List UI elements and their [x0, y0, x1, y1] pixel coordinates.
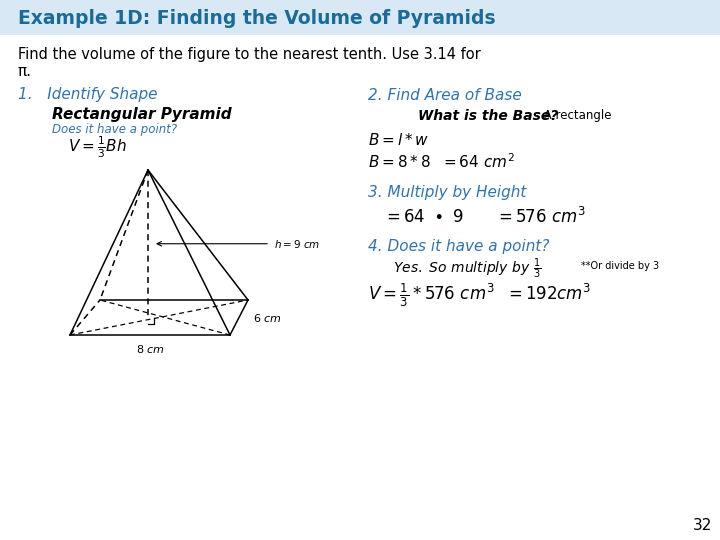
Text: Rectangular Pyramid: Rectangular Pyramid: [52, 107, 232, 123]
Text: $6\ cm$: $6\ cm$: [253, 312, 282, 323]
Text: 4. Does it have a point?: 4. Does it have a point?: [368, 239, 549, 253]
Text: **Or divide by 3: **Or divide by 3: [581, 261, 659, 271]
Text: π.: π.: [18, 64, 32, 78]
Text: 1.   Identify Shape: 1. Identify Shape: [18, 87, 158, 103]
Text: $B = 8 * 8\ \ = 64\ cm^2$: $B = 8 * 8\ \ = 64\ cm^2$: [368, 153, 515, 171]
Text: 2. Find Area of Base: 2. Find Area of Base: [368, 87, 522, 103]
Text: $V = \frac{1}{3}Bh$: $V = \frac{1}{3}Bh$: [68, 134, 127, 160]
Text: $8\ cm$: $8\ cm$: [135, 343, 164, 355]
Text: $= 64\ \bullet\ 9\quad\quad = 576\ cm^3$: $= 64\ \bullet\ 9\quad\quad = 576\ cm^3$: [383, 207, 586, 227]
Text: $\mathit{Yes.\ So\ multiply\ by}\ \frac{1}{3}$: $\mathit{Yes.\ So\ multiply\ by}\ \frac{…: [393, 257, 541, 281]
FancyBboxPatch shape: [0, 0, 720, 35]
Text: $V = \frac{1}{3} *576\ cm^3\ \ = 192cm^3$: $V = \frac{1}{3} *576\ cm^3\ \ = 192cm^3…: [368, 281, 591, 309]
Text: A rectangle: A rectangle: [540, 110, 611, 123]
Text: 32: 32: [693, 517, 713, 532]
Text: $B = l * w$: $B = l * w$: [368, 132, 429, 148]
Text: Example 1D: Finding the Volume of Pyramids: Example 1D: Finding the Volume of Pyrami…: [18, 9, 495, 28]
Text: 3. Multiply by Height: 3. Multiply by Height: [368, 185, 526, 199]
Text: What is the Base?: What is the Base?: [418, 109, 558, 123]
Text: $h = 9\ cm$: $h = 9\ cm$: [274, 238, 320, 249]
Text: Does it have a point?: Does it have a point?: [52, 124, 177, 137]
Text: Find the volume of the figure to the nearest tenth. Use 3.14 for: Find the volume of the figure to the nea…: [18, 46, 481, 62]
